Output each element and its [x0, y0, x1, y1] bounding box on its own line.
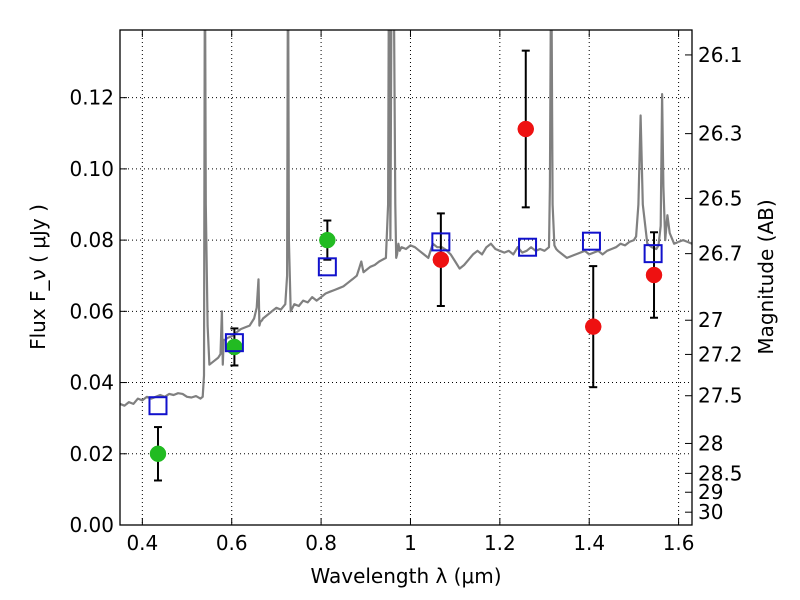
- x-tick-label: 0.8: [305, 531, 337, 555]
- x-tick-label: 1.6: [663, 531, 695, 555]
- plot-area: [120, 30, 692, 525]
- right-tick-label: 28: [698, 431, 723, 455]
- y-tick-label: 0.04: [69, 371, 114, 395]
- data-point: [319, 231, 336, 249]
- right-tick-label: 26.7: [698, 242, 743, 266]
- model-point: [224, 333, 244, 353]
- right-tick-label: 27.5: [698, 384, 743, 408]
- model-point: [431, 232, 451, 252]
- right-tick-label: 28.5: [698, 461, 743, 485]
- right-tick-label: 26.5: [698, 186, 743, 210]
- plot-frame: [119, 29, 693, 526]
- right-axis-label: Magnitude (AB): [754, 199, 778, 354]
- data-point: [226, 338, 243, 356]
- y-tick-label: 0.10: [69, 157, 114, 181]
- model-point: [581, 231, 601, 251]
- data-point: [584, 318, 602, 335]
- model-point: [148, 396, 168, 416]
- y-tick-label: 0.06: [69, 299, 114, 323]
- right-tick-label: 27: [698, 308, 723, 332]
- plot-marks: [120, 30, 692, 482]
- y-axis-label: Flux F_ν ( μJy ): [26, 204, 50, 350]
- data-point: [149, 445, 167, 463]
- model-point: [518, 237, 538, 257]
- y-tick-label: 0.02: [69, 442, 114, 466]
- x-tick-label: 0.6: [216, 531, 248, 555]
- right-tick-label: 29: [698, 480, 723, 504]
- grid: [120, 30, 692, 525]
- x-axis-label: Wavelength λ (μm): [310, 564, 501, 588]
- x-tick-label: 0.4: [126, 531, 158, 555]
- model-point: [643, 244, 663, 264]
- data-point: [517, 120, 535, 138]
- model-point: [317, 257, 337, 277]
- y-tick-label: 0.08: [69, 228, 114, 252]
- x-tick-label: 1.4: [573, 531, 605, 555]
- y-tick-label: 0.00: [69, 513, 114, 537]
- right-tick-label: 30: [698, 500, 723, 524]
- right-tick-label: 26.1: [698, 43, 743, 67]
- axis-ticks: 0.4 0.6 0.8 1 1.2 1.4 1.6 0.00 0.02 0.04 0.06 0.08 0…: [69, 30, 743, 555]
- x-tick-label: 1.2: [484, 531, 516, 555]
- y-tick-label: 0.12: [69, 86, 114, 110]
- data-point: [432, 251, 450, 268]
- x-tick-label: 1: [404, 531, 417, 555]
- spectrum-line: [120, 30, 692, 407]
- data-point: [645, 266, 663, 284]
- right-tick-label: 26.3: [698, 122, 743, 146]
- right-tick-label: 27.2: [698, 342, 743, 366]
